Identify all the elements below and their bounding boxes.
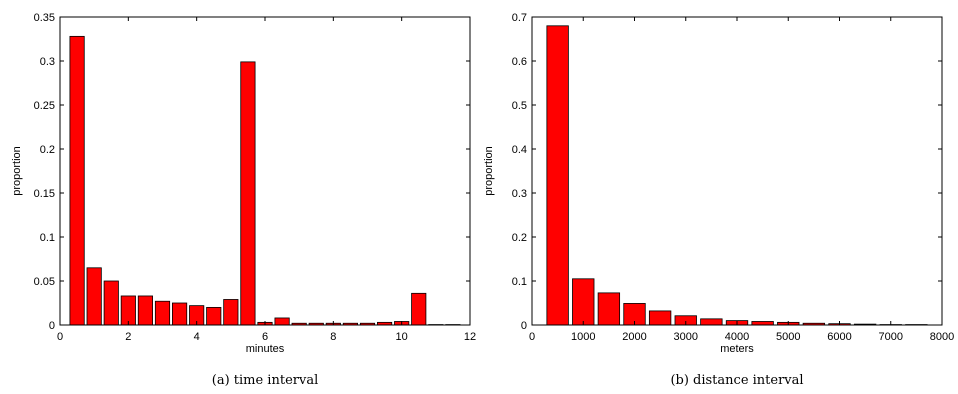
chart-b-y-tick-label: 0.2 [512, 232, 527, 244]
chart-a-y-tick-label: 0.15 [34, 188, 55, 200]
chart-a-bar [86, 267, 102, 326]
chart-a-bar [240, 61, 256, 326]
chart-a-y-tick-label: 0.2 [40, 144, 55, 156]
chart-b-x-tick-label: 4000 [725, 331, 749, 343]
chart-a-plot-frame [59, 16, 471, 326]
chart-b-y-tick-label: 0.4 [512, 144, 527, 156]
chart-a-y-ticks: 0 0.05 0.1 0.15 0.2 0.25 0.3 0.35 [34, 12, 470, 332]
chart-a-bar [411, 292, 427, 326]
chart-a-bar [137, 295, 153, 326]
chart-b-x-tick-label: 5000 [776, 331, 800, 343]
chart-a-x-tick-label: 8 [330, 331, 336, 343]
chart-a-bar [172, 302, 188, 326]
chart-b-bar [546, 25, 569, 326]
chart-a-x-tick-label: 6 [262, 331, 268, 343]
chart-a-caption: (a) time interval [212, 373, 318, 388]
chart-b-x-tick-label: 6000 [827, 331, 851, 343]
chart-b-bar [597, 292, 621, 326]
chart-a-y-axis-label: proportion [11, 146, 23, 196]
chart-a-bar [274, 317, 290, 326]
chart-a-x-tick-label: 0 [57, 331, 63, 343]
chart-a-x-tick-label: 12 [464, 331, 476, 343]
chart-a-x-ticks: 0 2 4 6 8 10 12 [57, 17, 476, 343]
chart-a-y-tick-label: 0.25 [34, 100, 55, 112]
chart-a-bar [154, 300, 171, 326]
chart-b-x-tick-label: 0 [529, 331, 535, 343]
chart-b-x-tick-label: 1000 [571, 331, 595, 343]
chart-a-y-tick-label: 0.1 [40, 232, 55, 244]
chart-b-y-tick-label: 0.1 [512, 276, 527, 288]
chart-a-x-tick-label: 4 [194, 331, 200, 343]
chart-a-x-axis-label: minutes [246, 343, 285, 355]
chart-b-x-tick-label: 3000 [674, 331, 698, 343]
chart-a-bar [223, 299, 239, 326]
chart-a-bar [103, 280, 119, 326]
chart-a-y-tick-label: 0.35 [34, 12, 55, 24]
chart-b-bars [546, 25, 928, 326]
chart-b-x-tick-label: 7000 [879, 331, 903, 343]
chart-b: 0 1000 2000 3000 4000 5000 6000 7000 8000 0 0.1 0.… [483, 12, 954, 388]
chart-b-bar [751, 321, 774, 326]
chart-b-y-tick-label: 0.3 [512, 188, 527, 200]
chart-b-y-tick-label: 0 [521, 320, 527, 332]
chart-b-x-tick-label: 2000 [622, 331, 646, 343]
chart-a-y-tick-label: 0.05 [34, 276, 55, 288]
chart-a: 0 2 4 6 8 10 12 0 0.05 0.1 0.15 0.2 0.25 0.3 0.35 min… [11, 12, 476, 388]
chart-a-bar [206, 306, 222, 326]
chart-b-bar [648, 310, 672, 326]
chart-a-x-tick-label: 2 [125, 331, 131, 343]
chart-a-x-tick-label: 10 [396, 331, 408, 343]
chart-b-bar [700, 318, 723, 326]
chart-b-y-axis-label: proportion [483, 146, 495, 196]
chart-b-caption: (b) distance interval [670, 373, 803, 388]
chart-a-bars [69, 35, 461, 326]
chart-b-y-tick-label: 0.5 [512, 100, 527, 112]
chart-a-bar [120, 295, 136, 326]
chart-b-x-ticks: 0 1000 2000 3000 4000 5000 6000 7000 8000 [529, 17, 954, 343]
chart-a-y-tick-label: 0 [49, 320, 55, 332]
chart-b-y-tick-label: 0.7 [512, 12, 527, 24]
chart-a-bar [69, 35, 85, 326]
chart-a-y-tick-label: 0.3 [40, 56, 55, 68]
chart-b-y-ticks: 0 0.1 0.2 0.3 0.4 0.5 0.6 0.7 [512, 12, 942, 332]
chart-b-y-tick-label: 0.6 [512, 56, 527, 68]
chart-b-x-tick-label: 8000 [930, 331, 954, 343]
chart-b-bar [572, 278, 595, 326]
chart-b-x-axis-label: meters [720, 343, 754, 355]
